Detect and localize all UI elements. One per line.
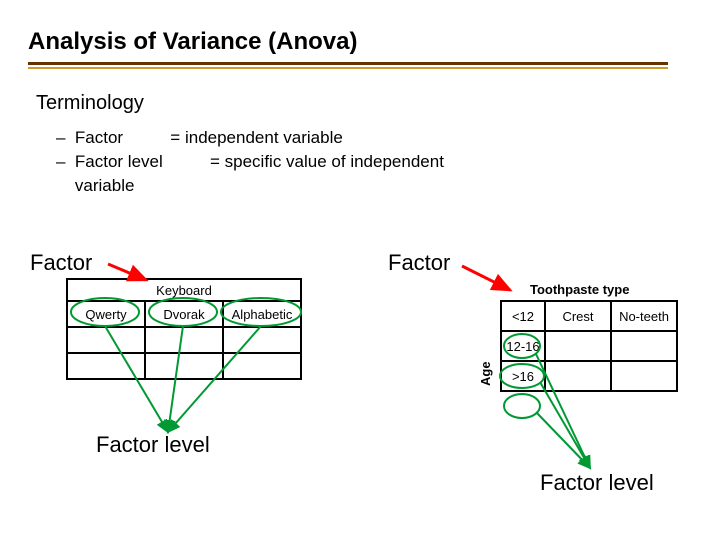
col-qwerty: Qwerty bbox=[67, 301, 145, 327]
factor-level-label-right: Factor level bbox=[540, 470, 654, 496]
row-gt16: >16 bbox=[501, 361, 545, 391]
toothpaste-grid: <12 Crest No-teeth 12-16 >16 bbox=[500, 300, 678, 392]
col-alphabetic: Alphabetic bbox=[223, 301, 301, 327]
section-subhead: Terminology bbox=[36, 92, 144, 115]
toothpaste-table: <12 Crest No-teeth 12-16 >16 bbox=[500, 300, 678, 392]
cell-empty bbox=[223, 327, 301, 353]
slide-title: Analysis of Variance (Anova) bbox=[28, 28, 357, 56]
keyboard-header: Keyboard bbox=[67, 279, 301, 301]
row-12-16: 12-16 bbox=[501, 331, 545, 361]
keyboard-table: Keyboard Qwerty Dvorak Alphabetic bbox=[66, 278, 302, 380]
col-dvorak: Dvorak bbox=[145, 301, 223, 327]
title-underline-light bbox=[28, 67, 668, 69]
cell-empty bbox=[145, 327, 223, 353]
bullet-factor: – Factor = independent variable bbox=[56, 128, 343, 148]
factor-label-left: Factor bbox=[30, 250, 92, 276]
factor-label-right: Factor bbox=[388, 250, 450, 276]
title-underline-dark bbox=[28, 62, 668, 65]
factor-level-label-left: Factor level bbox=[96, 432, 210, 458]
cell-empty bbox=[545, 331, 611, 361]
cell-empty bbox=[145, 353, 223, 379]
bullet-factor-level-cont: variable bbox=[56, 176, 134, 196]
cell-empty bbox=[611, 331, 677, 361]
toothpaste-header: Toothpaste type bbox=[530, 282, 629, 297]
cell-empty bbox=[223, 353, 301, 379]
cell-empty bbox=[611, 361, 677, 391]
row-lt12: <12 bbox=[501, 301, 545, 331]
cell-empty bbox=[67, 353, 145, 379]
age-axis-label: Age bbox=[478, 361, 493, 386]
cell-empty bbox=[545, 361, 611, 391]
cell-empty bbox=[67, 327, 145, 353]
col-crest-header: Crest bbox=[545, 301, 611, 331]
bullet-factor-level: – Factor level = specific value of indep… bbox=[56, 152, 444, 172]
annotation-overlay bbox=[0, 0, 720, 540]
col-noteeth-header: No-teeth bbox=[611, 301, 677, 331]
keyboard-grid: Keyboard Qwerty Dvorak Alphabetic bbox=[66, 278, 302, 380]
